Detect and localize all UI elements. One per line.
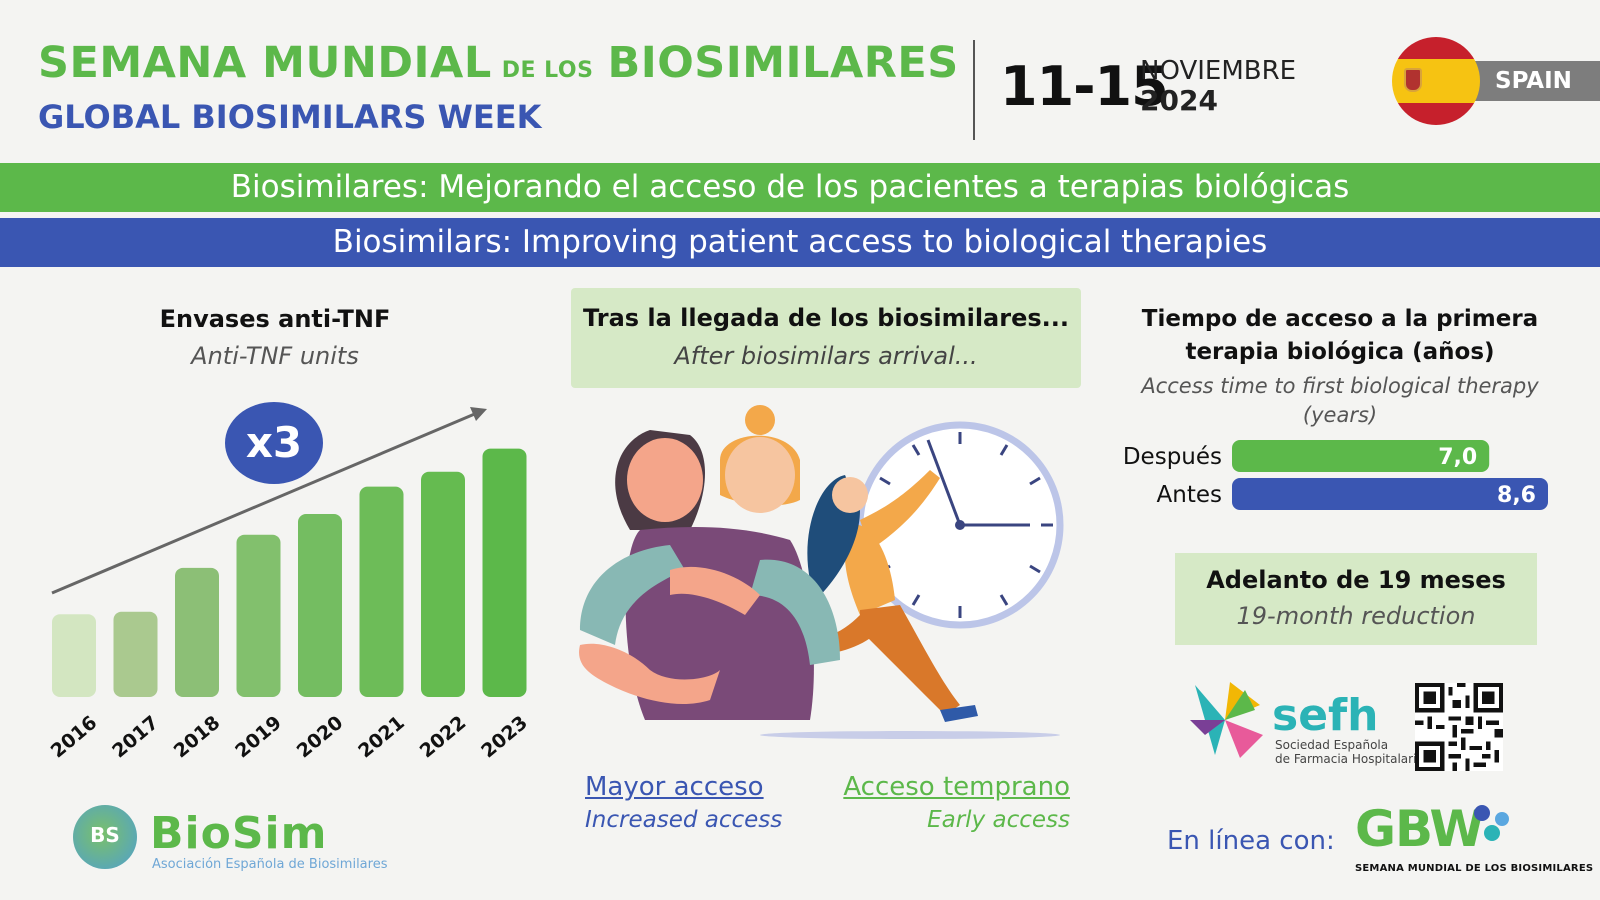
access-time-heading: Tiempo de acceso a la primera terapia bi…: [1141, 306, 1539, 365]
after-biosimilars-box: [571, 288, 1081, 388]
multiplier-badge: x3: [225, 402, 323, 484]
bar-2022: [421, 471, 465, 697]
trend-arrow-line: [51, 411, 478, 595]
biosim-logo-icon: [73, 805, 137, 869]
bar-2018: [175, 567, 219, 697]
event-month: NOVIEMBRE: [1140, 56, 1297, 86]
tick-label-2022: 2022: [416, 712, 471, 763]
gbw-logo-dots-icon: [1474, 805, 1509, 841]
tick-label-2017: 2017: [108, 712, 163, 763]
after-biosimilars-subheading: After biosimilars arrival...: [674, 342, 978, 370]
title-es-part2: BIOSIMILARES: [607, 38, 959, 88]
woman-arm-left: [580, 545, 685, 645]
header-divider: [973, 40, 975, 140]
man-arm-lower: [579, 643, 720, 705]
category-label-0: Después: [1123, 444, 1222, 470]
reduction-heading: Adelanto de 19 meses: [1206, 566, 1506, 594]
banner-es-text: Biosimilares: Mejorando el acceso de los…: [230, 169, 1350, 205]
link-early-access[interactable]: Acceso temprano: [843, 772, 1070, 802]
girl-leg-back: [860, 605, 960, 715]
gbw-logo-name: GBW: [1355, 800, 1485, 858]
tick-label-2021: 2021: [354, 712, 409, 763]
title-es-connector: DE LOS: [501, 58, 594, 83]
event-dates: 11-15: [1000, 55, 1169, 118]
banner-en: Biosimilars: Improving patient access to…: [0, 218, 1600, 267]
aligned-with-label: En línea con:: [1167, 826, 1335, 856]
title-es: SEMANA MUNDIAL DE LOS BIOSIMILARES: [38, 38, 959, 88]
man-face: [627, 438, 703, 522]
man-arm: [670, 566, 760, 615]
woman-arm-right: [750, 559, 840, 665]
bar-2019: [236, 534, 281, 697]
banner-es: Biosimilares: Mejorando el acceso de los…: [0, 163, 1600, 212]
tick-label-2018: 2018: [170, 712, 225, 763]
link-increased-access[interactable]: Mayor acceso: [585, 772, 764, 802]
event-year: 2024: [1140, 84, 1218, 117]
tick-label-2020: 2020: [293, 712, 348, 763]
title-es-part1: SEMANA MUNDIAL: [38, 38, 492, 88]
hbar-0: [1232, 440, 1490, 472]
early-access-sub: Early access: [927, 807, 1070, 833]
girl-head: [832, 477, 868, 513]
category-label-1: Antes: [1157, 482, 1222, 508]
biosim-logo-subtitle: Asociación Española de Biosimilares: [152, 857, 388, 872]
biosim-logo-name: BioSim: [150, 808, 328, 859]
bar-2017: [113, 611, 158, 697]
bar-2016: [52, 614, 96, 697]
tick-label-2016: 2016: [47, 712, 102, 763]
country-label: SPAIN: [1495, 68, 1572, 94]
anti-tnf-heading: Envases anti-TNF: [159, 305, 391, 333]
increased-access-sub: Increased access: [585, 807, 783, 833]
sefh-logo-subtitle-1: Sociedad Española: [1275, 738, 1389, 752]
people-hugging-clock-illustration: [579, 405, 1064, 739]
clock-hour-hand: [926, 439, 962, 526]
girl-arms: [860, 470, 940, 550]
biosim-logo-badge: BS: [90, 823, 120, 847]
woman-bun: [745, 405, 775, 435]
bar-2020: [298, 513, 342, 697]
gbw-logo-subtitle: SEMANA MUNDIAL DE LOS BIOSIMILARES: [1355, 863, 1594, 874]
sefh-logo-subtitle-2: de Farmacia Hospitalaria: [1275, 752, 1424, 766]
access-time-subheading: Access time to first biological therapy …: [1141, 374, 1539, 427]
value-label-0: 7,0: [1438, 445, 1477, 470]
floor-shadow: [760, 731, 1060, 739]
tick-label-2023: 2023: [477, 712, 532, 763]
value-label-1: 8,6: [1497, 483, 1536, 508]
hbar-1: [1232, 478, 1548, 510]
sefh-logo-name: sefh: [1272, 690, 1379, 741]
qr-code-icon[interactable]: [1415, 683, 1503, 771]
woman-face: [725, 437, 795, 513]
banner-en-text: Biosimilars: Improving patient access to…: [332, 224, 1268, 260]
after-biosimilars-heading: Tras la llegada de los biosimilares...: [583, 304, 1069, 332]
bar-2023: [482, 448, 527, 697]
access-time-bar-chart: Después 7,0 Antes 8,6: [1123, 440, 1548, 510]
anti-tnf-bar-chart: 2016 2017 2018 2019 2020 2021 2022 2023: [47, 407, 532, 763]
reduction-callout: [1175, 553, 1537, 645]
reduction-subheading: 19-month reduction: [1236, 602, 1476, 630]
spain-flag-icon: [1392, 37, 1480, 125]
sefh-logo-icon: [1190, 682, 1263, 758]
title-en: GLOBAL BIOSIMILARS WEEK: [38, 98, 542, 136]
anti-tnf-subheading: Anti-TNF units: [191, 342, 359, 370]
tick-label-2019: 2019: [231, 712, 286, 763]
girl-shoe: [940, 705, 978, 722]
trend-arrow-head: [470, 407, 487, 421]
bar-2021: [359, 486, 404, 697]
girl-body: [844, 524, 895, 615]
